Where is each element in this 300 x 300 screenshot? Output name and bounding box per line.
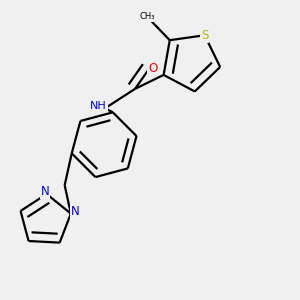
Text: N: N	[40, 185, 49, 198]
Text: O: O	[148, 62, 158, 75]
Text: S: S	[201, 29, 208, 42]
Text: NH: NH	[90, 101, 107, 112]
Text: N: N	[71, 205, 80, 218]
Text: CH₃: CH₃	[140, 12, 155, 21]
